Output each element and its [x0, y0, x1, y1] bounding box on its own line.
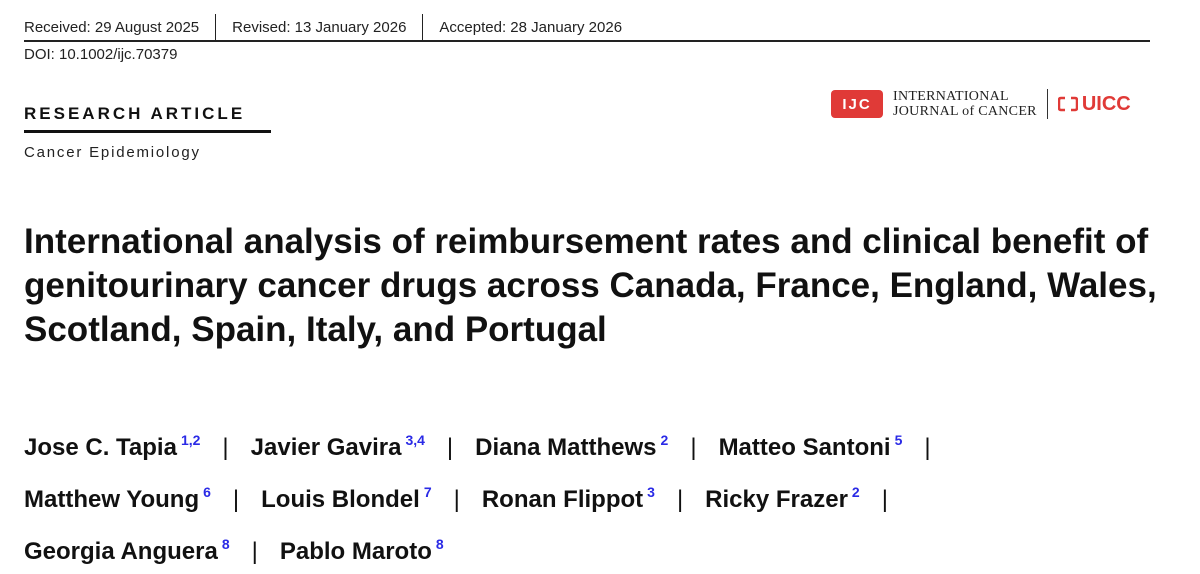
- author-divider: |: [690, 434, 697, 461]
- affiliation-link[interactable]: 7: [423, 484, 432, 500]
- author-divider: |: [924, 434, 931, 461]
- affiliation-link[interactable]: 5: [894, 432, 903, 448]
- article-title: International analysis of reimbursement …: [24, 222, 1157, 349]
- uicc-mark-icon: [1057, 96, 1078, 112]
- affiliation-link[interactable]: 3,4: [405, 432, 425, 448]
- journal-name: INTERNATIONAL JOURNAL of CANCER: [893, 89, 1037, 119]
- affiliation-link[interactable]: 2: [851, 484, 860, 500]
- publication-dates: Received: 29 August 2025 Revised: 13 Jan…: [24, 14, 622, 40]
- author-name: Matthew Young: [24, 486, 200, 513]
- author[interactable]: Ricky Frazer 2: [705, 484, 860, 513]
- author-name: Louis Blondel: [261, 486, 420, 513]
- journal-logo[interactable]: IJC INTERNATIONAL JOURNAL of CANCER UICC: [831, 87, 1131, 121]
- affiliation-link[interactable]: 1,2: [180, 432, 201, 448]
- author[interactable]: Matteo Santoni 5: [718, 432, 903, 461]
- author-name: Ricky Frazer: [705, 486, 848, 513]
- date-divider: [215, 14, 217, 40]
- affiliation-link[interactable]: 3: [647, 484, 655, 500]
- revised-date: Revised: 13 January 2026: [232, 18, 407, 36]
- journal-name-line2: JOURNAL of CANCER: [893, 104, 1037, 119]
- author-divider: |: [453, 486, 460, 513]
- article-type-rule: [24, 130, 271, 133]
- uicc-logo: UICC: [1057, 92, 1131, 116]
- author[interactable]: Diana Matthews 2: [475, 432, 669, 461]
- author[interactable]: Louis Blondel 7: [261, 484, 432, 513]
- author-divider: |: [881, 486, 888, 513]
- author[interactable]: Jose C. Tapia 1,2: [24, 432, 201, 461]
- author-name: Pablo Maroto: [279, 538, 432, 565]
- logo-divider: [1046, 89, 1048, 119]
- received-date: Received: 29 August 2025: [24, 18, 200, 36]
- author-name: Georgia Anguera: [24, 538, 218, 565]
- author[interactable]: Javier Gavira 3,4: [250, 432, 425, 461]
- author[interactable]: Georgia Anguera 8: [24, 536, 230, 565]
- author[interactable]: Pablo Maroto 8: [279, 536, 444, 565]
- author-name: Matteo Santoni: [718, 434, 891, 461]
- accepted-date: Accepted: 28 January 2026: [439, 18, 623, 36]
- author-name: Diana Matthews: [475, 434, 657, 461]
- author-name: Javier Gavira: [250, 434, 402, 461]
- doi[interactable]: DOI: 10.1002/ijc.70379: [24, 46, 178, 63]
- author-divider: |: [232, 486, 240, 513]
- header-rule: [24, 40, 1150, 42]
- author-list: Jose C. Tapia 1,2 | Javier Gavira 3,4 | Diana …: [24, 418, 1174, 574]
- affiliation-link[interactable]: 6: [203, 484, 211, 500]
- journal-name-line1: INTERNATIONAL: [893, 89, 1009, 104]
- author-name: Jose C. Tapia: [24, 434, 177, 461]
- article-subject: Cancer Epidemiology: [24, 144, 201, 161]
- ijc-logo-badge: IJC: [831, 90, 883, 118]
- author-divider: |: [446, 434, 454, 461]
- author-name: Ronan Flippot: [481, 486, 644, 513]
- author-divider: |: [676, 486, 684, 513]
- date-divider: [422, 14, 424, 40]
- affiliation-link[interactable]: 8: [435, 536, 444, 552]
- affiliation-link[interactable]: 8: [221, 536, 230, 552]
- author-divider: |: [251, 538, 258, 565]
- affiliation-link[interactable]: 2: [660, 432, 669, 448]
- author[interactable]: Ronan Flippot 3: [481, 484, 655, 513]
- author-divider: |: [222, 434, 229, 461]
- author[interactable]: Matthew Young 6: [24, 484, 211, 513]
- article-type: RESEARCH ARTICLE: [24, 104, 246, 123]
- uicc-text: UICC: [1081, 92, 1131, 115]
